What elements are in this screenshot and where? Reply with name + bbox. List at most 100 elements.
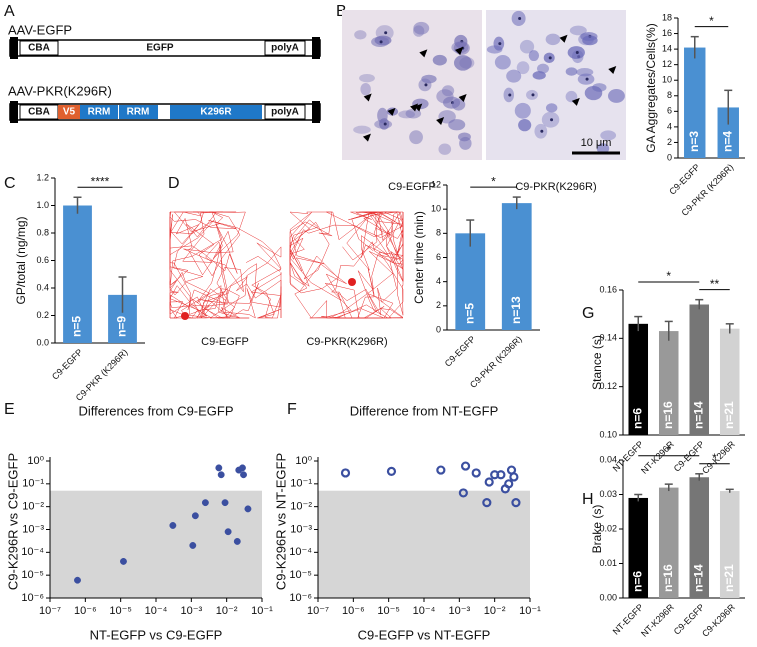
y-axis-label: Center time (min) <box>412 211 426 304</box>
y-tick-label: 16 <box>662 28 672 38</box>
point <box>244 505 252 513</box>
arrowhead <box>458 93 467 102</box>
n-label: n=21 <box>722 564 736 592</box>
nucleus <box>536 63 550 74</box>
nucleolus <box>508 93 512 97</box>
nucleolus <box>575 51 579 55</box>
point <box>191 512 199 520</box>
element <box>58 105 80 119</box>
y-tick-label: 10⁻⁴ <box>21 546 44 558</box>
element <box>119 105 158 119</box>
x-tick-label: 10⁻⁷ <box>39 605 61 617</box>
bar <box>684 47 706 158</box>
y-tick-label: 0.2 <box>36 310 49 320</box>
n-label: n=14 <box>691 564 705 592</box>
y-tick-label: 0.16 <box>599 284 617 294</box>
itr <box>10 101 18 123</box>
y-tick-label: 10⁻⁴ <box>289 546 312 558</box>
nucleolus <box>585 77 589 81</box>
y-tick-label: 10 <box>431 204 441 214</box>
construct: AAV-PKR(K296R) CBA V5 RRM RRM K296R poly… <box>8 83 321 123</box>
nucleus <box>545 103 558 113</box>
panel-letter: C <box>4 175 16 192</box>
x-tick-label: C9-K296R <box>700 602 737 639</box>
point <box>509 472 519 482</box>
arrowhead <box>455 46 464 55</box>
element-label: RRM <box>88 107 111 118</box>
y-tick-label: 10⁻² <box>290 501 312 513</box>
bar <box>455 233 486 330</box>
nucleus <box>607 88 625 103</box>
y-tick-label: 0.04 <box>599 454 617 464</box>
y-tick-label: 10⁰ <box>295 455 312 467</box>
significance-label: **** <box>91 174 110 188</box>
nucleus <box>359 73 375 83</box>
n-label: n=4 <box>720 131 734 152</box>
x-tick-label: 10⁻⁶ <box>342 605 365 617</box>
point <box>215 464 223 472</box>
nucleolus <box>379 40 383 44</box>
y-tick-label: 0.10 <box>599 429 617 439</box>
nucleolus <box>383 122 387 126</box>
nucleus <box>441 85 455 97</box>
nucleus <box>596 143 610 154</box>
element-label: CBA <box>28 43 50 54</box>
y-tick-label: 0.0 <box>36 337 49 347</box>
element-label: K296R <box>200 107 232 118</box>
point <box>74 576 81 584</box>
significance-label: * <box>491 174 496 188</box>
x-tick-label: C9-EGFP <box>667 162 702 197</box>
caption: C9-PKR(K296R) <box>515 181 596 193</box>
n-label: n=14 <box>691 401 705 429</box>
y-axis-label: C9-K296R vs NT-EGFP <box>273 453 288 590</box>
panel-letter: H <box>582 491 594 508</box>
x-tick-label: 10⁻⁵ <box>109 605 132 617</box>
end-point <box>181 312 189 320</box>
point <box>458 488 468 498</box>
n-label: n=6 <box>630 408 644 429</box>
y-tick-label: 10⁻² <box>22 501 44 513</box>
element <box>19 40 59 56</box>
x-tick-label: 10⁻¹ <box>519 605 541 617</box>
nucleolus <box>518 16 522 20</box>
element-label: EGFP <box>146 43 174 54</box>
y-tick-label: 0.8 <box>36 227 49 237</box>
y-tick-label: 10⁻⁵ <box>21 569 44 581</box>
element <box>170 105 262 119</box>
y-tick-label: 10⁻³ <box>22 523 44 535</box>
nucleus <box>528 50 540 62</box>
nucleus <box>532 71 546 80</box>
nucleus <box>438 143 452 155</box>
n-label: n=6 <box>630 571 644 592</box>
x-tick-label: C9-EGFP <box>50 347 85 382</box>
y-axis-label: GP/total (ng/mg) <box>14 216 28 304</box>
panel-letter: D <box>168 175 180 192</box>
point <box>217 471 225 479</box>
n-label: n=5 <box>462 303 476 324</box>
point <box>496 470 506 480</box>
track <box>169 211 282 319</box>
chart-title: Differences from C9-EGFP <box>78 403 233 418</box>
y-tick-label: 10⁻¹ <box>22 478 44 490</box>
y-tick-label: 8 <box>436 228 441 238</box>
micrograph-content <box>353 10 625 155</box>
x-tick-label: 10⁻⁶ <box>74 605 97 617</box>
y-tick-label: 18 <box>662 12 672 22</box>
nucleus <box>405 108 422 119</box>
significance-label: * <box>709 14 714 28</box>
panel-letter: G <box>582 305 594 322</box>
nucleus <box>506 69 522 83</box>
nucleolus <box>531 93 535 97</box>
y-tick-label: 0.4 <box>36 282 49 292</box>
nucleus <box>514 102 531 119</box>
y-tick-label: 4 <box>436 276 441 286</box>
point <box>436 465 446 475</box>
significance-label: * <box>666 269 671 283</box>
bar <box>628 497 649 598</box>
bar <box>717 107 739 158</box>
point <box>471 468 481 478</box>
y-axis-label: C9-K296R vs C9-EGFP <box>5 453 20 590</box>
track-box <box>288 210 405 320</box>
construct-name: AAV-EGFP <box>8 22 72 37</box>
